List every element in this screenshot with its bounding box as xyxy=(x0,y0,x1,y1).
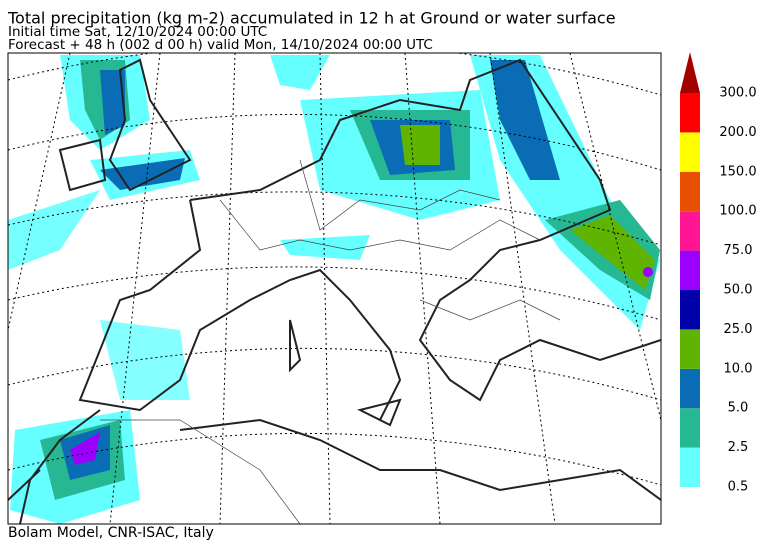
colorbar-segment xyxy=(680,93,700,133)
colorbar-segment xyxy=(680,329,700,369)
footer-credit: Bolam Model, CNR-ISAC, Italy xyxy=(8,525,214,541)
colorbar-extend-arrow xyxy=(680,52,700,93)
colorbar-label: 100.0 xyxy=(719,204,756,219)
colorbar-label: 5.0 xyxy=(728,401,749,416)
colorbar-segment xyxy=(680,250,700,290)
initial-time: Initial time Sat, 12/10/2024 00:00 UTC xyxy=(8,24,267,40)
colorbar: 0.5 2.5 5.0 10.0 25.0 50.0 75.0 100.0 150.0 200.0… xyxy=(680,52,757,495)
colorbar-segment xyxy=(680,368,700,409)
colorbar-label: 2.5 xyxy=(728,440,749,455)
colorbar-segment xyxy=(680,211,700,251)
colorbar-label: 150.0 xyxy=(719,164,756,179)
colorbar-segment xyxy=(680,408,700,448)
forecast-time: Forecast + 48 h (002 d 00 h) valid Mon, … xyxy=(8,37,433,53)
colorbar-label: 75.0 xyxy=(724,243,753,258)
colorbar-label: 0.5 xyxy=(728,480,749,495)
colorbar-label: 300.0 xyxy=(719,86,756,101)
colorbar-label: 25.0 xyxy=(724,322,753,337)
colorbar-segment xyxy=(680,290,700,330)
colorbar-segment xyxy=(680,132,700,172)
colorbar-label: 200.0 xyxy=(719,125,756,140)
colorbar-segment xyxy=(680,171,700,212)
colorbar-label: 10.0 xyxy=(724,361,753,376)
colorbar-segment xyxy=(680,447,700,487)
title: Total precipitation (kg m-2) accumulated… xyxy=(7,9,616,28)
colorbar-label: 50.0 xyxy=(724,283,753,298)
map xyxy=(7,52,662,525)
